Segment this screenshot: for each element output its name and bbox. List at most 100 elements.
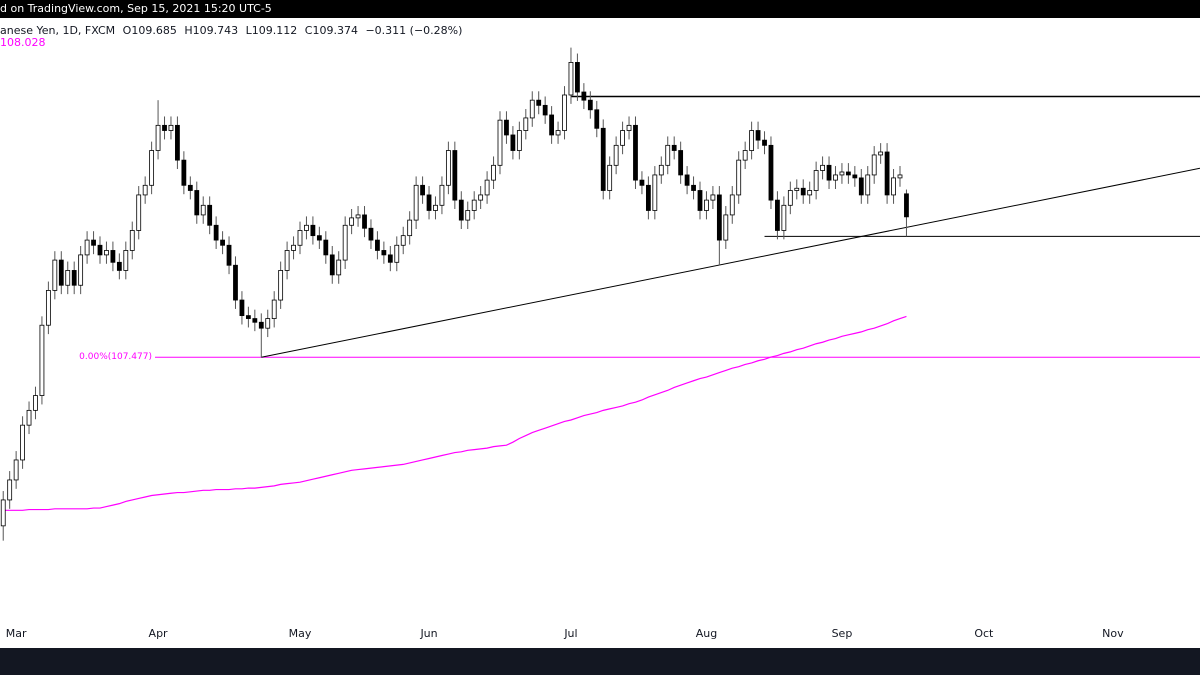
candle-body (852, 174, 858, 179)
candle-body (381, 250, 387, 256)
x-tick-label: Apr (149, 627, 169, 640)
candle-body (426, 194, 432, 211)
candle-body (762, 139, 767, 146)
candle-body (136, 194, 142, 231)
candle-body (271, 299, 277, 319)
candle-body (723, 214, 729, 241)
candle-body (168, 124, 174, 131)
candle-body (639, 179, 645, 186)
candle-body (478, 194, 484, 201)
open-value: 109.685 (131, 24, 177, 37)
candle-body (33, 395, 38, 411)
candle-body (555, 130, 561, 136)
candle-body (781, 204, 787, 231)
candle-body (510, 134, 516, 151)
candle-body (878, 151, 884, 156)
candle-body (575, 62, 580, 93)
candle-body (323, 239, 329, 256)
candle-body (123, 250, 129, 271)
candle-body (891, 177, 896, 196)
candle-body (697, 190, 703, 211)
candle-body (865, 174, 871, 196)
candle-body (465, 210, 471, 221)
moving-average (3, 315, 907, 511)
candle-body (658, 164, 664, 176)
x-tick-label: Mar (6, 627, 27, 640)
candle-body (458, 199, 464, 221)
candle-body (504, 119, 509, 136)
low-prefix: L (246, 24, 253, 37)
x-tick-label: Sep (832, 627, 853, 640)
change: −0.311 (−0.28%) (365, 24, 462, 37)
candle-body (742, 150, 748, 161)
candle-body (845, 171, 851, 176)
candle-body (439, 184, 445, 206)
candle-body (549, 114, 555, 136)
candle-body (129, 230, 135, 251)
candle-body (755, 130, 761, 141)
candle-body (39, 324, 45, 396)
candle-body (65, 270, 71, 286)
candle-body (710, 194, 716, 201)
candle-body (684, 174, 690, 186)
candle-body (516, 130, 522, 151)
candle-body (304, 224, 309, 231)
x-tick-label: Aug (696, 627, 717, 640)
candle-body (542, 104, 548, 116)
candle-body (607, 164, 613, 191)
candle-body (110, 250, 116, 263)
candle-body (336, 259, 342, 276)
candle-body (84, 239, 90, 256)
candle-body (116, 261, 122, 271)
close-prefix: C (305, 24, 313, 37)
candle-body (413, 184, 419, 221)
candle-body (594, 109, 600, 129)
candle-body (497, 119, 503, 166)
candle-body (26, 409, 32, 426)
candle-body (839, 171, 845, 176)
candle-body (813, 170, 819, 191)
candle-body (420, 184, 425, 196)
bottom-bar (0, 648, 1200, 675)
candle-body (52, 259, 58, 291)
candle-body (904, 193, 909, 218)
candle-body (387, 254, 393, 263)
candle-body (433, 204, 438, 211)
candle-body (562, 94, 567, 131)
candle-body (226, 244, 232, 266)
candle-body (523, 117, 529, 131)
candle-body (394, 244, 400, 263)
candle-body (633, 124, 638, 181)
trendline (261, 167, 1200, 358)
x-tick-label: May (289, 627, 312, 640)
candle-body (529, 99, 535, 119)
candle-body (671, 144, 677, 151)
candle-body (349, 217, 355, 226)
candle-body (536, 99, 542, 106)
candle-body (91, 239, 96, 246)
candle-body (45, 290, 51, 326)
candle-body (316, 235, 322, 241)
candle-body (252, 318, 258, 323)
candle-body (833, 174, 838, 181)
candle-body (678, 150, 684, 176)
candle-body (581, 91, 587, 101)
candle-body (471, 199, 477, 211)
candle-body (445, 150, 451, 186)
candle-body (884, 151, 890, 196)
candle-body (207, 204, 213, 226)
candle-body (620, 130, 625, 146)
candle-body (452, 150, 458, 201)
x-tick-label: Oct (974, 627, 994, 640)
candle-body (97, 244, 103, 256)
x-tick-label: Jun (419, 627, 437, 640)
legend: anese Yen, 1D, FXCM O109.685 H109.743 L1… (0, 24, 462, 37)
candle-body (491, 164, 496, 181)
symbol: anese Yen, 1D, FXCM (0, 24, 115, 37)
candle-body (194, 190, 200, 216)
candle-body (736, 159, 742, 196)
candle-body (691, 184, 696, 191)
candle-body (807, 190, 813, 196)
candle-body (329, 254, 335, 276)
candle-body (794, 187, 800, 191)
